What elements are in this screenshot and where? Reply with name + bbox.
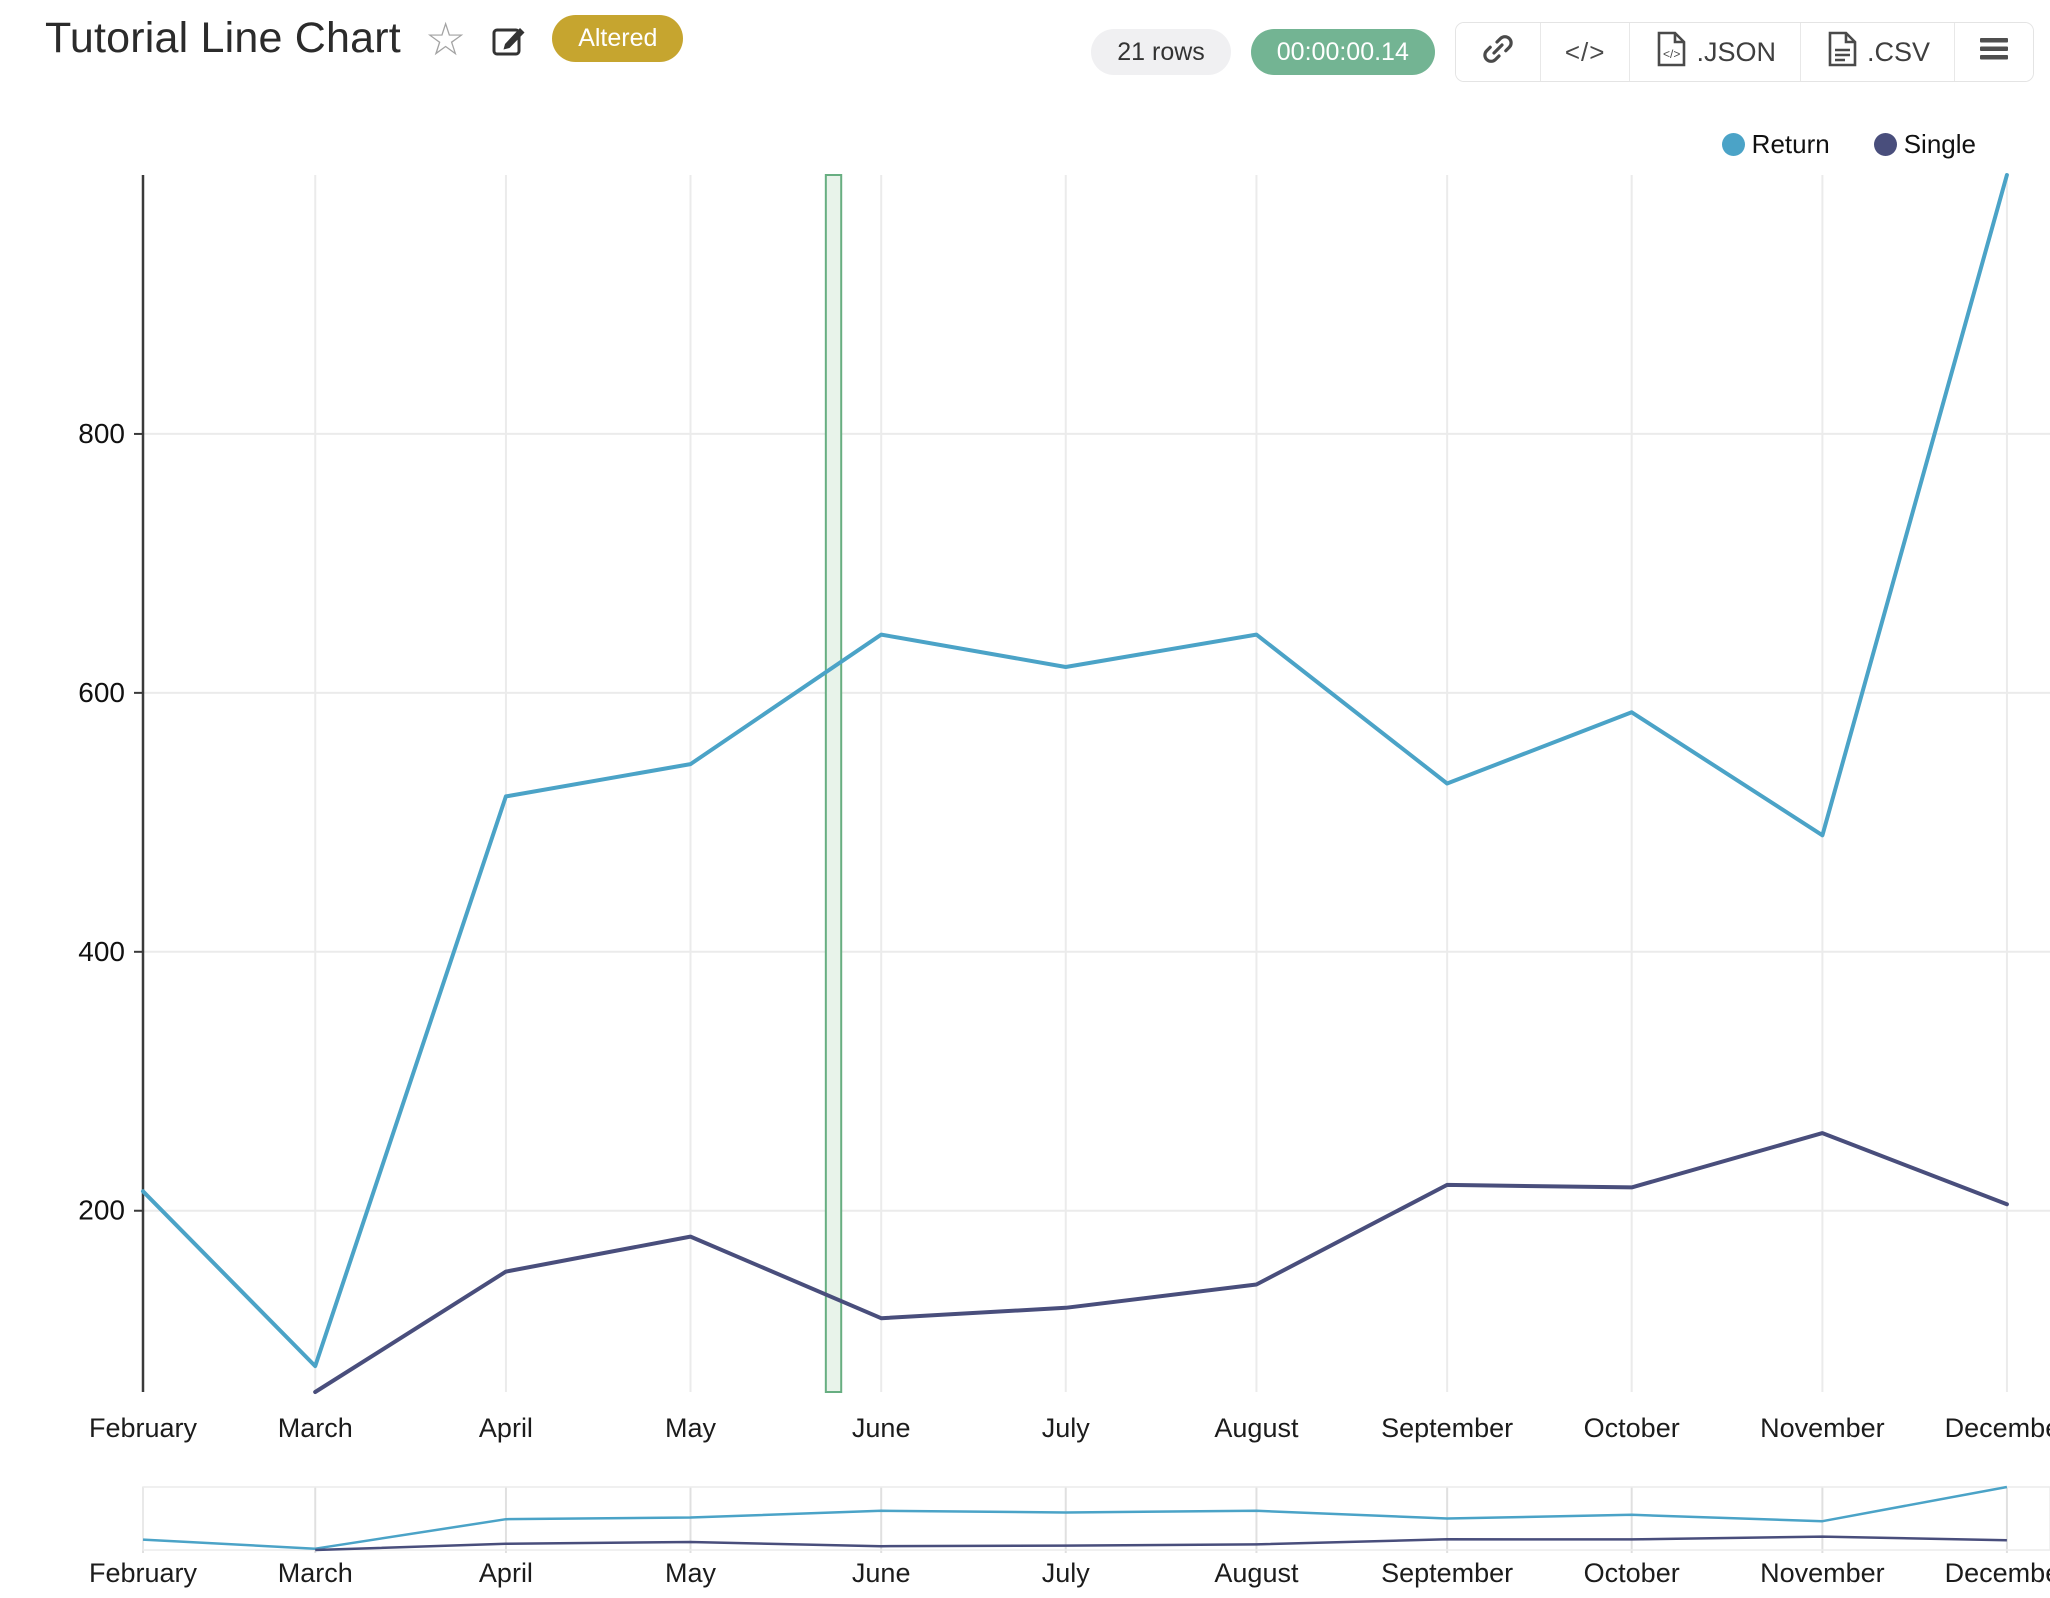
export-json-label: .JSON xyxy=(1696,36,1776,67)
svg-text:</>: </> xyxy=(1663,47,1680,61)
legend-label-single: Single xyxy=(1903,129,1976,159)
rangeslider-tick-label: December xyxy=(1945,1558,2050,1588)
toolbar: 21 rows 00:00:00.14 </> xyxy=(1091,22,2034,82)
highlight-band xyxy=(824,174,843,1393)
json-file-icon: </> xyxy=(1654,30,1688,75)
x-tick-label: April xyxy=(479,1413,533,1443)
x-tick-label: May xyxy=(665,1413,717,1443)
rangeslider-tick-label: November xyxy=(1760,1558,1885,1588)
chart-legend: Return Single xyxy=(1721,129,1976,160)
csv-file-icon xyxy=(1825,30,1859,75)
x-tick-label: September xyxy=(1381,1413,1513,1443)
header: Tutorial Line Chart ☆ Altered 21 rows 00… xyxy=(0,0,2050,100)
x-tick-label: August xyxy=(1214,1413,1299,1443)
rangeslider-tick-label: April xyxy=(479,1558,533,1588)
export-button-group: </> </> .JSON xyxy=(1454,22,2034,82)
y-tick-label: 400 xyxy=(78,936,125,967)
export-csv-button[interactable]: .CSV xyxy=(1800,23,1955,81)
rangeslider-tick-label: July xyxy=(1042,1558,1091,1588)
series-line-return[interactable] xyxy=(141,173,2009,1369)
y-tick-label: 200 xyxy=(78,1195,125,1226)
code-icon: </> xyxy=(1564,36,1606,67)
range-slider[interactable] xyxy=(142,1486,2050,1551)
favorite-star-icon[interactable]: ☆ xyxy=(424,12,467,65)
y-tick-label: 800 xyxy=(78,418,125,449)
x-tick-label: March xyxy=(278,1413,353,1443)
x-tick-label: October xyxy=(1584,1413,1680,1443)
query-timer-badge: 00:00:00.14 xyxy=(1250,29,1435,75)
legend-item-single[interactable]: Single xyxy=(1873,129,1976,160)
y-tick-label: 600 xyxy=(78,677,125,708)
copy-link-button[interactable] xyxy=(1455,23,1541,81)
embed-code-button[interactable]: </> xyxy=(1540,23,1631,81)
hamburger-menu-icon xyxy=(1979,36,2009,69)
export-json-button[interactable]: </> .JSON xyxy=(1630,23,1801,81)
x-tick-label: February xyxy=(89,1413,198,1443)
chart-menu-button[interactable] xyxy=(1955,23,2033,81)
legend-dot-single xyxy=(1873,133,1897,156)
page-title: Tutorial Line Chart xyxy=(45,14,401,62)
edit-pencil-icon[interactable] xyxy=(490,20,528,58)
rangeslider-line-return xyxy=(142,1485,2008,1550)
legend-label-return: Return xyxy=(1751,129,1830,159)
rangeslider-tick-label: March xyxy=(278,1558,353,1588)
rangeslider-tick-label: August xyxy=(1214,1558,1299,1588)
link-icon xyxy=(1480,31,1516,74)
rangeslider-tick-label: October xyxy=(1584,1558,1680,1588)
x-tick-label: December xyxy=(1945,1413,2050,1443)
legend-dot-return xyxy=(1721,133,1745,156)
rangeslider-tick-label: February xyxy=(89,1558,198,1588)
rangeslider-line-single xyxy=(315,1535,2007,1552)
altered-status-badge: Altered xyxy=(552,15,684,62)
x-tick-label: November xyxy=(1760,1413,1885,1443)
series-line-single[interactable] xyxy=(313,1131,2009,1394)
x-tick-label: June xyxy=(852,1413,911,1443)
rangeslider-tick-label: May xyxy=(665,1558,717,1588)
x-tick-label: July xyxy=(1042,1413,1091,1443)
rangeslider-tick-label: September xyxy=(1381,1558,1513,1588)
row-count-badge: 21 rows xyxy=(1091,29,1231,75)
export-csv-label: .CSV xyxy=(1866,36,1930,67)
rangeslider-tick-label: June xyxy=(852,1558,911,1588)
title-wrap: Tutorial Line Chart ☆ Altered xyxy=(45,12,684,65)
legend-item-return[interactable]: Return xyxy=(1721,129,1830,160)
